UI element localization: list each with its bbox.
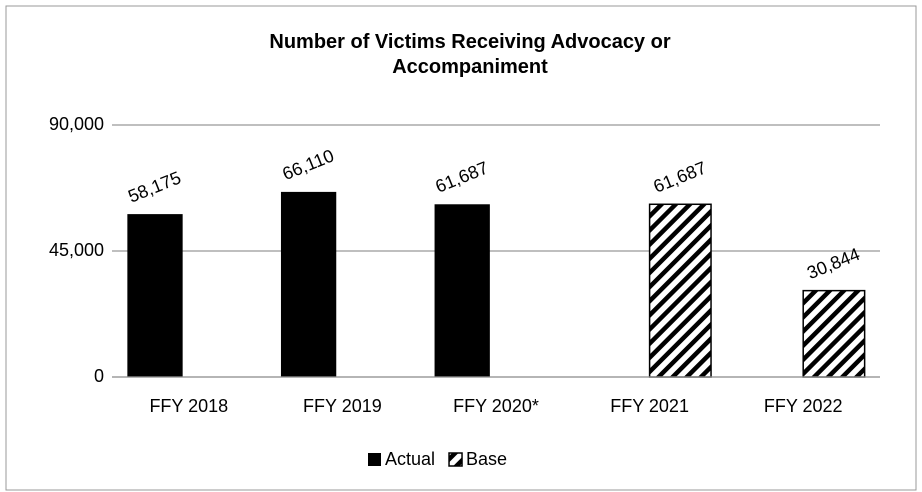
y-tick-label: 90,000 [49,114,104,134]
x-tick-label: FFY 2018 [149,396,228,416]
legend-label: Base [466,449,507,469]
bar [434,204,490,377]
legend-label: Actual [385,449,435,469]
y-tick-label: 45,000 [49,240,104,260]
x-tick-label: FFY 2022 [764,396,843,416]
y-tick-label: 0 [94,366,104,386]
chart-title: Number of Victims Receiving Advocacy or … [269,31,671,78]
legend-swatch [368,453,381,466]
x-tick-label: FFY 2019 [303,396,382,416]
bar [280,191,337,377]
x-tick-label: FFY 2021 [610,396,689,416]
bar [648,203,712,378]
bar [127,214,183,377]
legend-swatch [448,452,463,467]
x-tick-label: FFY 2020* [453,396,539,416]
bar [802,289,866,378]
